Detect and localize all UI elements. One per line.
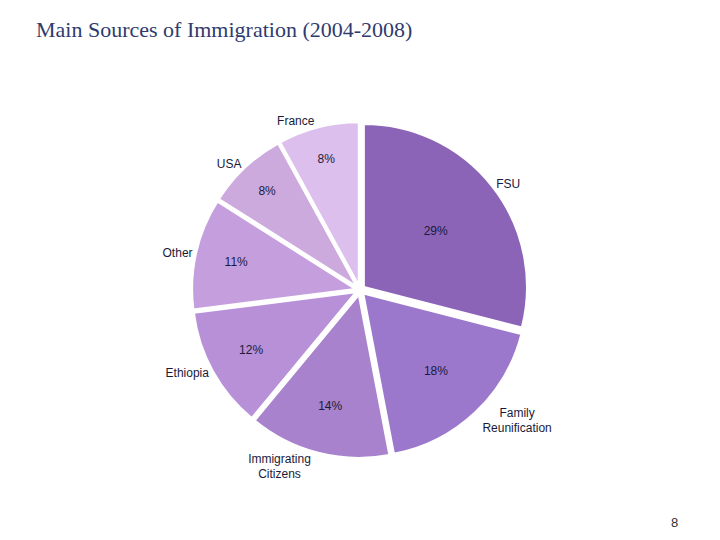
svg-text:France: France — [277, 114, 315, 128]
svg-text:FamilyReunification: FamilyReunification — [482, 406, 551, 436]
svg-text:ImmigratingCitizens: ImmigratingCitizens — [248, 452, 311, 482]
svg-text:Ethiopia: Ethiopia — [166, 366, 210, 380]
svg-text:8%: 8% — [317, 152, 335, 166]
svg-text:29%: 29% — [424, 224, 448, 238]
svg-text:8%: 8% — [258, 184, 276, 198]
svg-text:18%: 18% — [424, 364, 448, 378]
svg-text:11%: 11% — [225, 255, 248, 269]
svg-text:Main Sources of Immigration (2: Main Sources of Immigration (2004-2008) — [36, 17, 412, 42]
svg-text:14%: 14% — [318, 399, 342, 413]
svg-text:12%: 12% — [239, 343, 263, 357]
svg-text:USA: USA — [217, 157, 242, 171]
svg-text:8: 8 — [671, 515, 678, 530]
svg-text:Other: Other — [163, 246, 193, 260]
svg-text:FSU: FSU — [496, 177, 520, 191]
